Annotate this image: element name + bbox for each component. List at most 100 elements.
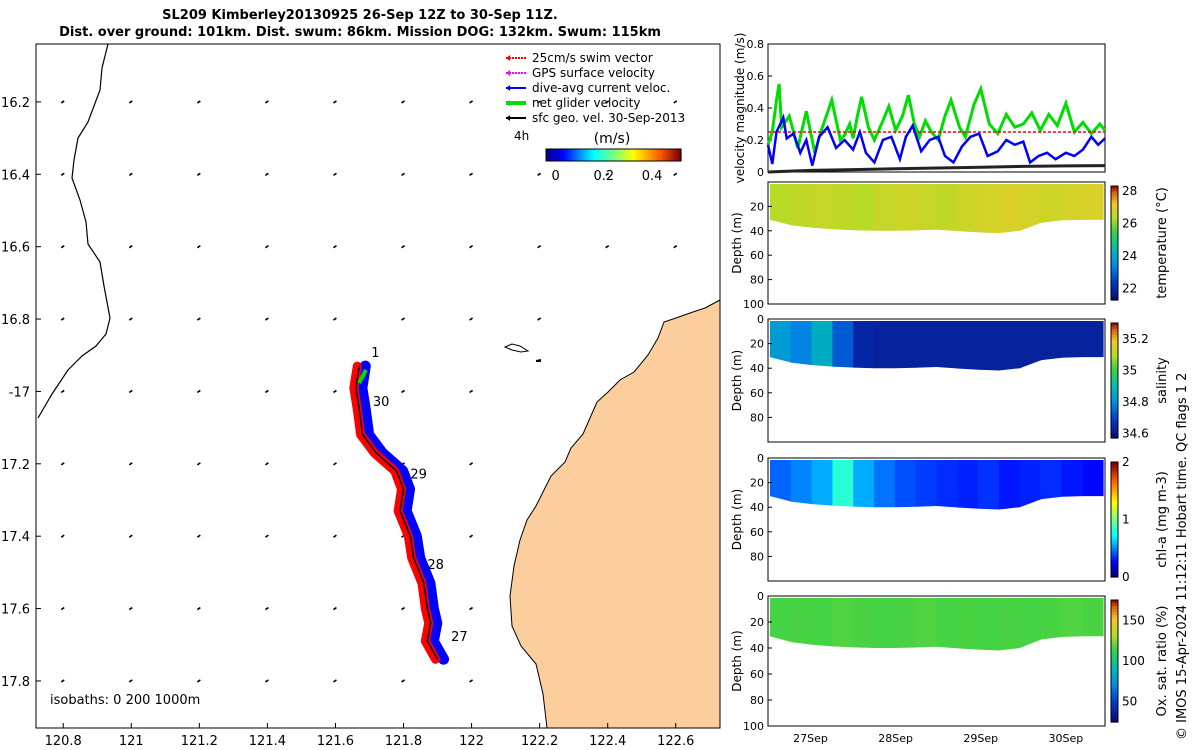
- colorbar-tick-label: 1: [1122, 513, 1130, 527]
- colorbar-cell: [672, 149, 675, 161]
- colorbar-cell: [651, 149, 655, 161]
- colorbar-cell: [660, 149, 664, 161]
- surface-vector-arrow: [469, 462, 474, 466]
- isobath-label: isobaths: 0 200 1000m: [50, 693, 200, 708]
- depth-tick-label: 60: [750, 249, 764, 262]
- colorbar-cell: [647, 149, 651, 161]
- x-tick-label: 121.6: [317, 734, 354, 749]
- coastline: [509, 299, 720, 728]
- depth-cell: [1019, 184, 1042, 231]
- colorbar-cell: [1111, 417, 1118, 422]
- colorbar-cell: [1111, 676, 1118, 680]
- colorbar-cell: [557, 149, 561, 161]
- surface-vector-arrow: [401, 172, 405, 176]
- colorbar-cell: [1111, 618, 1118, 622]
- colorbar-cell: [1111, 715, 1118, 720]
- depth-cell: [874, 460, 896, 508]
- depth-axis-label: Depth (m): [730, 212, 744, 273]
- colorbar-cell: [546, 149, 549, 161]
- surface-vector-arrow: [60, 462, 65, 466]
- colorbar-cell: [1111, 648, 1118, 653]
- depth-cell: [853, 184, 875, 231]
- velocity-series-line: [766, 113, 1106, 166]
- colorbar-cell: [1111, 191, 1118, 196]
- colorbar-cell: [586, 149, 590, 161]
- day-labels: 1 30 29 28 27: [371, 346, 468, 645]
- surface-vector-arrow: [196, 100, 201, 104]
- colorbar-cell: [1111, 369, 1118, 373]
- depth-cell: [1061, 184, 1083, 221]
- colorbar-cell: [566, 149, 570, 161]
- velocity-series-line: [767, 164, 1106, 174]
- colorbar-cell: [1111, 383, 1118, 387]
- colorbar-cell: [1111, 237, 1118, 241]
- colorbar-tick-label: 35: [1122, 363, 1137, 377]
- depth-cell: [1040, 460, 1062, 500]
- colorbar-cell: [1111, 214, 1118, 218]
- legend-label: 25cm/s swim vector: [532, 51, 653, 65]
- legend-arrowhead: [506, 70, 510, 76]
- colorbar-cell: [1111, 531, 1118, 535]
- colorbar-cell: [1111, 257, 1118, 261]
- colorbar-cell: [1111, 562, 1118, 567]
- colorbar-cell: [1111, 208, 1118, 213]
- colorbar-cell: [1111, 228, 1118, 233]
- depth-tick-label: 80: [750, 694, 764, 707]
- colorbar-cell: [1111, 274, 1118, 278]
- surface-vector-arrow: [264, 389, 269, 394]
- colorbar-cell: [1111, 197, 1118, 201]
- glider-track: [349, 360, 450, 665]
- depth-cell: [1019, 460, 1042, 508]
- surface-vector-arrow: [196, 534, 201, 538]
- colorbar-cell: [645, 149, 648, 161]
- colorbar-cell: [1111, 508, 1118, 512]
- colorbar-cell: [1111, 633, 1118, 638]
- colorbar-cell: [1111, 297, 1118, 301]
- x-tick-label: 121.8: [385, 734, 422, 749]
- colorbar-cell: [1111, 403, 1118, 407]
- surface-vector-arrow: [128, 462, 133, 466]
- colorbar-cell: [1111, 354, 1118, 359]
- surface-vector-arrow: [469, 679, 474, 683]
- colorbar-cell: [1111, 636, 1118, 641]
- colorbar-cell: [669, 149, 673, 161]
- depth-cell: [978, 184, 1000, 234]
- surface-vector-arrow: [537, 317, 542, 321]
- surface-vector-arrow: [401, 606, 405, 611]
- colorbar-cell: [1111, 551, 1118, 555]
- time-tick-label: 29Sep: [963, 732, 998, 745]
- colorbar-cell: [642, 149, 646, 161]
- colorbar-frame: [1110, 185, 1119, 301]
- colorbar-cell: [1111, 667, 1118, 671]
- day-label: 1: [371, 346, 379, 361]
- legend-arrowhead: [506, 55, 510, 61]
- surface-vector-arrow: [60, 679, 65, 683]
- colorbar-cell: [591, 149, 594, 161]
- colorbar-cell: [1111, 499, 1118, 503]
- legend-label: GPS surface velocity: [532, 66, 655, 80]
- surface-vector-arrow: [333, 100, 337, 104]
- colorbar-cell: [633, 149, 637, 161]
- colorbar-cell: [1111, 703, 1118, 708]
- colorbar-cell: [1111, 231, 1118, 236]
- depth-cell: [1082, 321, 1104, 358]
- colorbar-cell: [1111, 225, 1118, 230]
- x-tick-label: 122.2: [521, 734, 558, 749]
- colorbar-cell: [1111, 682, 1118, 686]
- colorbar-cell: [1111, 519, 1118, 523]
- depth-tick-label: 0: [757, 452, 764, 465]
- colorbar-tick-label: 0.4: [642, 169, 663, 184]
- colorbar-cell: [1111, 706, 1118, 711]
- surface-vector-arrow: [605, 172, 610, 176]
- colorbar-tick-label: 2: [1122, 455, 1130, 469]
- colorbar-tick-label: 22: [1122, 282, 1137, 296]
- interval-label: 4h: [514, 129, 529, 143]
- colorbar-cell: [1111, 251, 1118, 255]
- depth-tick-label: 20: [750, 477, 764, 490]
- colorbar-cell: [1111, 406, 1118, 410]
- surface-vector-arrow: [605, 100, 610, 104]
- colorbar-cell: [1111, 487, 1118, 492]
- colorbar-tick-label: 34.8: [1122, 395, 1149, 409]
- surface-vector-arrow: [128, 245, 133, 249]
